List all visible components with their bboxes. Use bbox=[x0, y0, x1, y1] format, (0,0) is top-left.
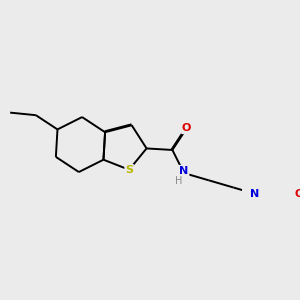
Text: H: H bbox=[176, 176, 183, 186]
Text: N: N bbox=[250, 189, 260, 199]
Text: S: S bbox=[125, 165, 133, 175]
Text: O: O bbox=[182, 123, 191, 134]
Text: O: O bbox=[294, 189, 300, 199]
Text: N: N bbox=[179, 166, 189, 176]
